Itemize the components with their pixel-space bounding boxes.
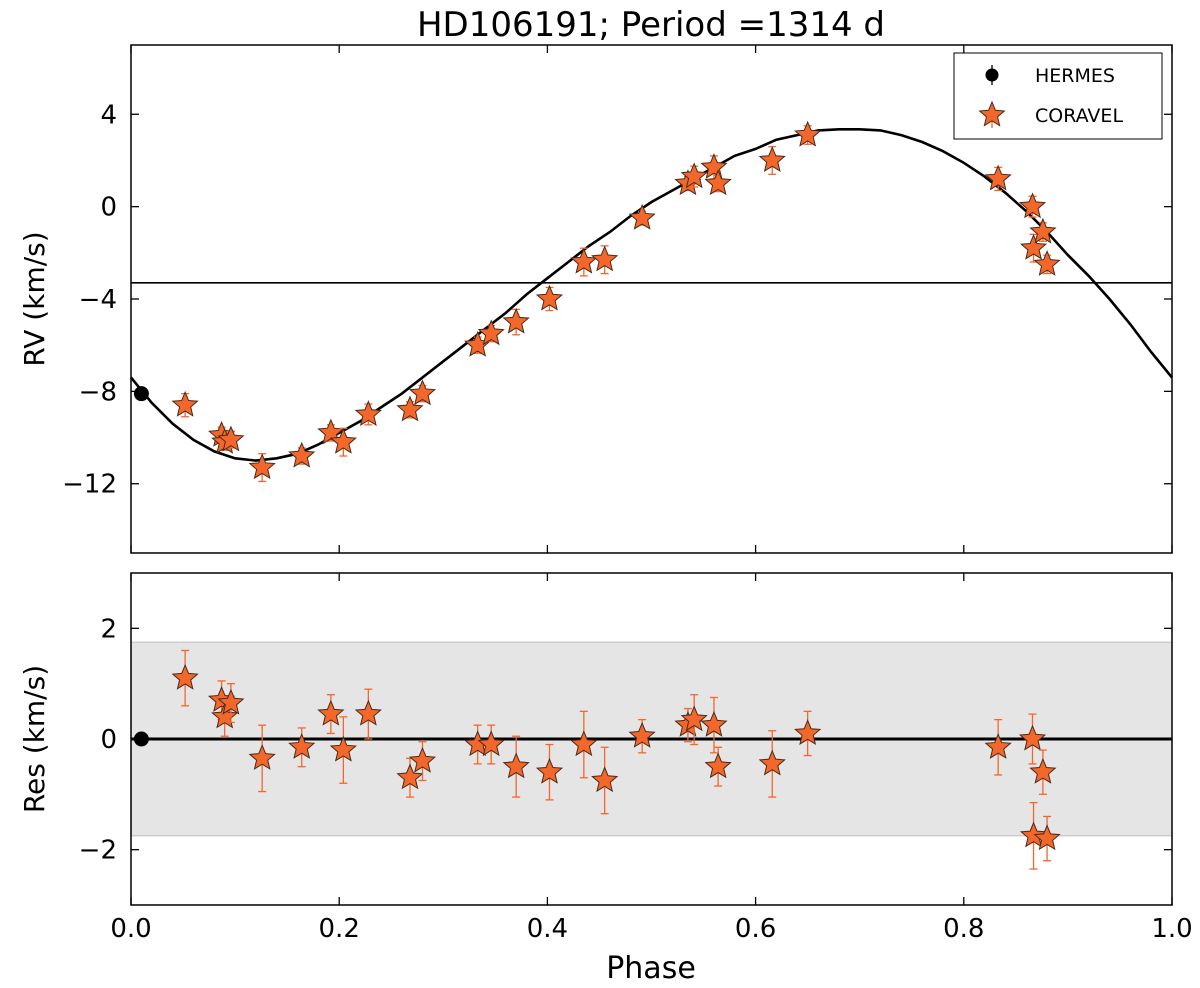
res-x-tick-label: 0.0 xyxy=(110,914,151,944)
residual-hermes-points xyxy=(133,731,149,747)
res-coravel-point xyxy=(984,732,1012,759)
chart-title: HD106191; Period =1314 d xyxy=(417,5,885,45)
rv-coravel-point xyxy=(570,247,598,274)
orbit-model-line xyxy=(129,128,1174,462)
rv-y-tick-label: −4 xyxy=(79,285,117,315)
res-coravel-point xyxy=(700,710,728,737)
rv-coravel-point xyxy=(758,146,786,173)
legend-hermes-marker xyxy=(985,68,999,82)
rv-coravel-point xyxy=(1029,217,1057,244)
res-coravel-point xyxy=(248,744,276,770)
res-hermes-point xyxy=(133,731,149,747)
rv-y-ticks: 4 0 −4 −8 −12 xyxy=(62,100,1172,500)
rv-y-tick-label: −12 xyxy=(62,470,117,500)
res-coravel-point xyxy=(396,763,424,790)
res-x-tick-label: 0.8 xyxy=(943,914,984,944)
res-coravel-point xyxy=(794,719,822,746)
res-coravel-point xyxy=(1033,824,1061,851)
legend-coravel-label: CORAVEL xyxy=(1035,105,1123,127)
res-coravel-point xyxy=(171,663,199,690)
res-coravel-point xyxy=(758,749,786,776)
res-x-tick-label: 0.2 xyxy=(319,914,360,944)
rv-hermes-points xyxy=(133,386,149,402)
rv-coravel-point xyxy=(704,169,732,196)
rv-coravel-point xyxy=(591,245,619,272)
rv-x-ticks xyxy=(130,45,1173,553)
res-coravel-point xyxy=(628,721,656,748)
rv-y-tick-label: 4 xyxy=(100,100,117,130)
res-x-tick-label: 0.4 xyxy=(527,914,568,944)
rv-coravel-point xyxy=(535,284,564,311)
legend-box xyxy=(953,52,1163,140)
res-coravel-point xyxy=(1019,821,1048,848)
res-coravel-point xyxy=(329,735,357,762)
res-x-tick-label: 1.0 xyxy=(1151,914,1192,944)
rv-coravel-point xyxy=(794,120,822,147)
res-y-tick-label: −2 xyxy=(79,836,117,866)
legend-star-shape xyxy=(978,100,1006,127)
rv-coravel-point xyxy=(1019,233,1048,260)
rv-coravel-point xyxy=(217,425,245,452)
res-y-tick-label: 2 xyxy=(100,614,117,644)
res-coravel-point xyxy=(1018,724,1047,751)
res-coravel-point xyxy=(317,699,345,726)
res-coravel-point xyxy=(217,688,245,715)
rv-coravel-point xyxy=(248,453,276,480)
rv-coravel-point xyxy=(1018,192,1047,219)
res-coravel-point xyxy=(288,732,316,759)
rv-coravel-point xyxy=(680,162,708,189)
residual-y-axis-label: Res (km/s) xyxy=(18,665,51,813)
res-coravel-point xyxy=(502,752,530,779)
rv-coravel-point xyxy=(354,400,382,427)
residual-panel: 2 0 −2 0.0 0.2 0.4 0.6 0.8 1.0 Res (km/s) Phase xyxy=(18,572,1193,986)
rv-coravel-point xyxy=(700,153,728,179)
res-coravel-point xyxy=(477,730,505,757)
res-y-tick-label: 0 xyxy=(100,725,117,755)
residual-y-ticks: 2 0 −2 xyxy=(79,614,1172,866)
x-axis-label: Phase xyxy=(606,951,696,986)
residual-x-ticks: 0.0 0.2 0.4 0.6 0.8 1.0 xyxy=(110,573,1193,944)
rv-y-axis-label: RV (km/s) xyxy=(18,231,51,366)
rv-coravel-point xyxy=(408,379,437,406)
rv-coravel-point xyxy=(502,307,530,334)
rv-y-tick-label: −8 xyxy=(79,377,117,407)
res-coravel-point xyxy=(354,699,382,726)
rv-coravel-point xyxy=(288,441,316,468)
legend: HERMES CORAVEL xyxy=(953,52,1163,140)
res-coravel-point xyxy=(591,766,619,793)
rv-coravel-point xyxy=(396,395,424,422)
rv-model-curve xyxy=(129,128,1174,462)
res-x-tick-label: 0.6 xyxy=(735,914,776,944)
res-coravel-point xyxy=(535,757,564,784)
rv-y-tick-label: 0 xyxy=(100,193,117,223)
res-coravel-point xyxy=(570,730,598,757)
residual-coravel-points xyxy=(171,649,1061,870)
rv-coravel-point xyxy=(628,203,656,230)
rv-panel: 4 0 −4 −8 −12 RV (km/s) HERMES CORAVEL xyxy=(18,44,1174,554)
rv-coravel-point xyxy=(477,319,505,346)
rv-coravel-points xyxy=(171,120,1061,483)
rv-coravel-point xyxy=(984,164,1012,191)
rv-hermes-point xyxy=(133,386,149,402)
rv-coravel-point xyxy=(1033,250,1061,276)
legend-hermes-label: HERMES xyxy=(1035,65,1115,87)
res-coravel-point xyxy=(680,705,708,732)
res-coravel-point xyxy=(1029,757,1057,784)
legend-coravel-marker xyxy=(978,100,1006,127)
res-coravel-point xyxy=(408,746,437,773)
rv-coravel-point xyxy=(171,390,199,417)
rv-coravel-point xyxy=(329,427,357,454)
res-coravel-point xyxy=(704,752,732,779)
